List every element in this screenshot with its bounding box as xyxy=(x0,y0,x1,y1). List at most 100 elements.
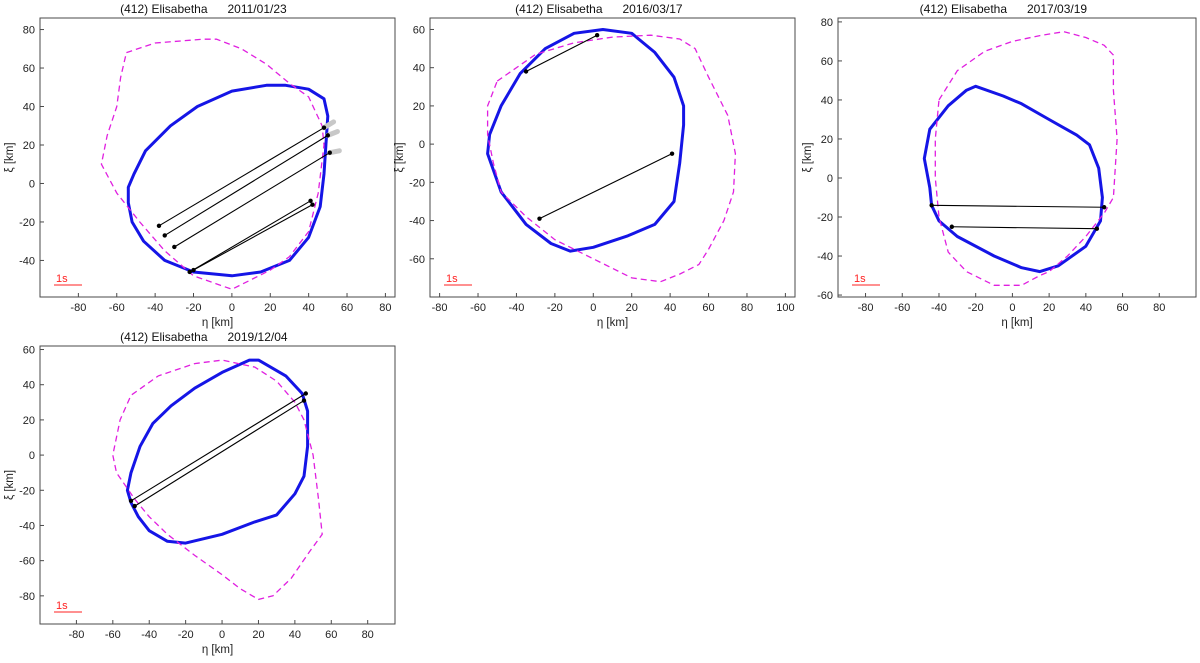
chord-endpoint xyxy=(537,216,542,221)
chord-endpoint xyxy=(172,244,177,250)
shape-profile-solid xyxy=(486,28,686,253)
y-tick-label: -40 xyxy=(817,251,833,263)
x-tick-label: 60 xyxy=(325,629,337,641)
chart-title-object: (412) Elisabetha xyxy=(920,2,1008,16)
chord-endpoint xyxy=(325,133,331,138)
time-scale-label: 1s xyxy=(854,273,866,285)
plot-area xyxy=(922,31,1118,286)
chord-endpoint xyxy=(301,398,307,403)
time-scale-label: 1s xyxy=(56,273,68,285)
occultation-chord xyxy=(193,204,313,271)
x-tick-label: -20 xyxy=(178,629,194,641)
x-axis-label: η [km] xyxy=(1001,317,1032,329)
x-tick-label: -60 xyxy=(109,302,125,314)
chord-endpoint xyxy=(1094,226,1100,231)
chart-panel: (412) Elisabetha 2016/03/17 -80 -60 -40 -20 0 2… xyxy=(394,2,796,329)
chart-title-object: (412) Elisabetha xyxy=(120,330,208,344)
x-axis-label: η [km] xyxy=(597,317,628,329)
occultation-chord xyxy=(130,393,307,502)
y-tick-label: 20 xyxy=(23,415,35,427)
chord-endpoint xyxy=(327,150,332,155)
chord-endpoint xyxy=(929,203,934,208)
x-tick-label: 0 xyxy=(1009,302,1015,314)
y-tick-label: 0 xyxy=(29,178,35,190)
x-tick-label: 20 xyxy=(264,302,276,314)
chart-title-date: 2016/03/17 xyxy=(623,2,683,16)
shape-profile-dashed xyxy=(486,34,737,283)
x-tick-label: 20 xyxy=(626,302,638,314)
x-tick-label: -20 xyxy=(186,302,202,314)
y-axis-label: ξ [km] xyxy=(4,142,16,172)
x-tick-label: 0 xyxy=(219,629,225,641)
y-tick-label: -60 xyxy=(817,290,833,302)
y-tick-label: -60 xyxy=(19,556,35,568)
y-tick-label: 80 xyxy=(821,17,833,29)
y-tick-label: -40 xyxy=(409,216,425,228)
y-tick-label: 20 xyxy=(821,134,833,146)
y-tick-label: 60 xyxy=(23,345,35,357)
y-tick-label: -40 xyxy=(19,255,35,267)
plot-frame xyxy=(39,17,396,298)
y-tick-label: -20 xyxy=(409,177,425,189)
chart-panel: (412) Elisabetha 2019/12/04 -80 -60 -40 -20 0 2… xyxy=(4,330,396,656)
x-tick-label: -80 xyxy=(70,302,86,314)
x-tick-label: 20 xyxy=(252,629,264,641)
x-tick-label: -40 xyxy=(931,302,947,314)
plot-frame xyxy=(429,17,796,298)
chord-endpoint xyxy=(187,269,192,275)
plot-area xyxy=(486,28,737,283)
shape-profile-solid xyxy=(922,84,1104,274)
y-axis-label: ξ [km] xyxy=(4,470,16,500)
x-tick-label: -60 xyxy=(894,302,910,314)
x-tick-label: -60 xyxy=(470,302,486,314)
x-tick-label: -60 xyxy=(105,629,121,641)
chart-title-object: (412) Elisabetha xyxy=(120,2,208,16)
y-tick-label: -60 xyxy=(409,254,425,266)
occultation-chord xyxy=(931,204,1105,208)
x-tick-label: -20 xyxy=(547,302,563,314)
x-tick-label: 40 xyxy=(664,302,676,314)
y-tick-label: 20 xyxy=(413,101,425,113)
chord-endpoint xyxy=(1102,205,1107,210)
chord-endpoint xyxy=(132,503,137,509)
occultation-chord xyxy=(158,127,325,227)
y-tick-label: 40 xyxy=(23,102,35,114)
chord-endpoint xyxy=(303,391,308,396)
chord-endpoint xyxy=(308,198,313,203)
y-tick-label: -20 xyxy=(19,217,35,229)
chart-title-date: 2019/12/04 xyxy=(228,330,288,344)
y-tick-label: 0 xyxy=(29,450,35,462)
shape-profile-solid xyxy=(126,83,330,278)
x-tick-label: -40 xyxy=(141,629,157,641)
y-tick-label: 40 xyxy=(413,63,425,75)
plot-area xyxy=(100,38,342,291)
x-tick-label: 0 xyxy=(229,302,235,314)
y-tick-label: 60 xyxy=(821,56,833,68)
chart-title-date: 2017/03/19 xyxy=(1027,2,1087,16)
x-tick-label: 80 xyxy=(379,302,391,314)
x-tick-label: 60 xyxy=(702,302,714,314)
x-tick-label: -80 xyxy=(432,302,448,314)
x-tick-label: -20 xyxy=(968,302,984,314)
chart-panel: (412) Elisabetha 2017/03/19 -80 -60 -40 -20 0 2… xyxy=(802,2,1197,329)
time-scale-label: 1s xyxy=(56,600,68,612)
x-tick-label: 40 xyxy=(303,302,315,314)
x-tick-label: 0 xyxy=(590,302,596,314)
y-tick-label: -20 xyxy=(19,485,35,497)
occultation-chord xyxy=(164,134,329,236)
x-tick-label: 60 xyxy=(341,302,353,314)
shape-profile-dashed xyxy=(934,31,1118,286)
chord-endpoint xyxy=(128,498,134,504)
chart-title-object: (412) Elisabetha xyxy=(515,2,603,16)
x-tick-label: -40 xyxy=(147,302,163,314)
x-tick-label: 40 xyxy=(289,629,301,641)
y-tick-label: 0 xyxy=(419,139,425,151)
time-scale-label: 1s xyxy=(446,273,458,285)
y-tick-label: -40 xyxy=(19,520,35,532)
x-tick-label: 20 xyxy=(1043,302,1055,314)
y-axis-label: ξ [km] xyxy=(394,142,406,172)
shape-profile-solid xyxy=(125,358,310,545)
x-tick-label: 80 xyxy=(1153,302,1165,314)
y-tick-label: 80 xyxy=(23,25,35,37)
